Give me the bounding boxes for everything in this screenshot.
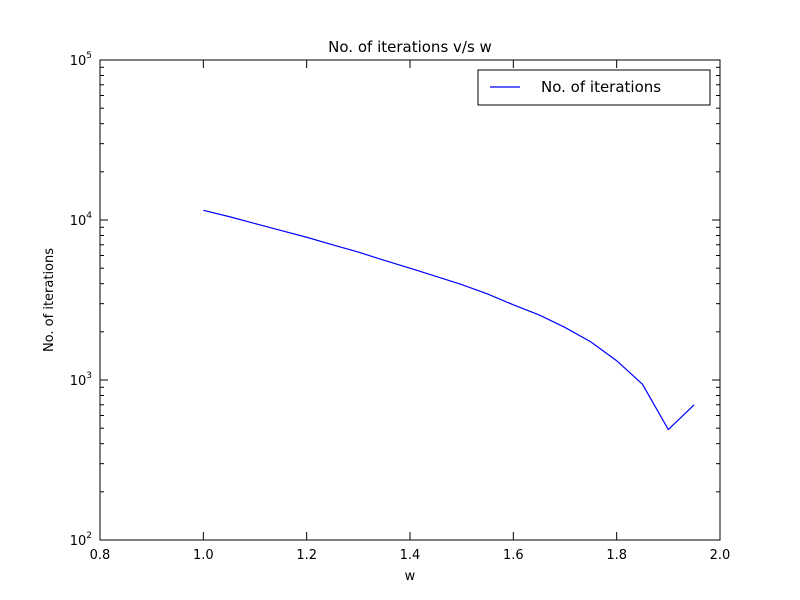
plot-frame bbox=[99, 59, 721, 541]
x-tick-label: 1.2 bbox=[296, 548, 317, 563]
y-tick-label-base: 10 bbox=[70, 374, 87, 389]
legend-label: No. of iterations bbox=[541, 78, 661, 96]
y-axis-label: No. of iterations bbox=[42, 248, 57, 352]
y-tick-label: 104 bbox=[70, 211, 93, 229]
y-tick-label-base: 10 bbox=[70, 534, 87, 549]
x-tick-label: 0.8 bbox=[90, 548, 111, 563]
chart-title: No. of iterations v/s w bbox=[328, 38, 492, 56]
x-tick-label: 1.4 bbox=[400, 548, 421, 563]
y-tick-label-exponent: 4 bbox=[86, 211, 92, 221]
y-tick-label-exponent: 3 bbox=[86, 371, 92, 381]
y-tick-label: 105 bbox=[70, 51, 92, 69]
y-tick-label-exponent: 5 bbox=[86, 51, 92, 61]
x-axis-tick-labels: 0.8 1.0 1.2 1.4 1.6 1.8 2.0 bbox=[90, 548, 731, 563]
x-tick-label: 1.0 bbox=[193, 548, 214, 563]
x-axis-label: w bbox=[405, 569, 416, 584]
plot-area bbox=[100, 60, 720, 540]
series-line bbox=[203, 209, 695, 431]
legend: No. of iterations bbox=[477, 69, 711, 106]
y-tick-label-base: 10 bbox=[70, 214, 87, 229]
y-tick-label-exponent: 2 bbox=[86, 531, 92, 541]
y-tick-label: 103 bbox=[70, 371, 92, 389]
y-tick-label: 102 bbox=[70, 531, 92, 549]
series-layer bbox=[203, 209, 695, 431]
x-tick-label: 2.0 bbox=[710, 548, 731, 563]
x-tick-label: 1.6 bbox=[503, 548, 524, 563]
x-tick-label: 1.8 bbox=[606, 548, 627, 563]
y-axis-ticks bbox=[100, 59, 720, 541]
y-tick-label-base: 10 bbox=[70, 54, 87, 69]
